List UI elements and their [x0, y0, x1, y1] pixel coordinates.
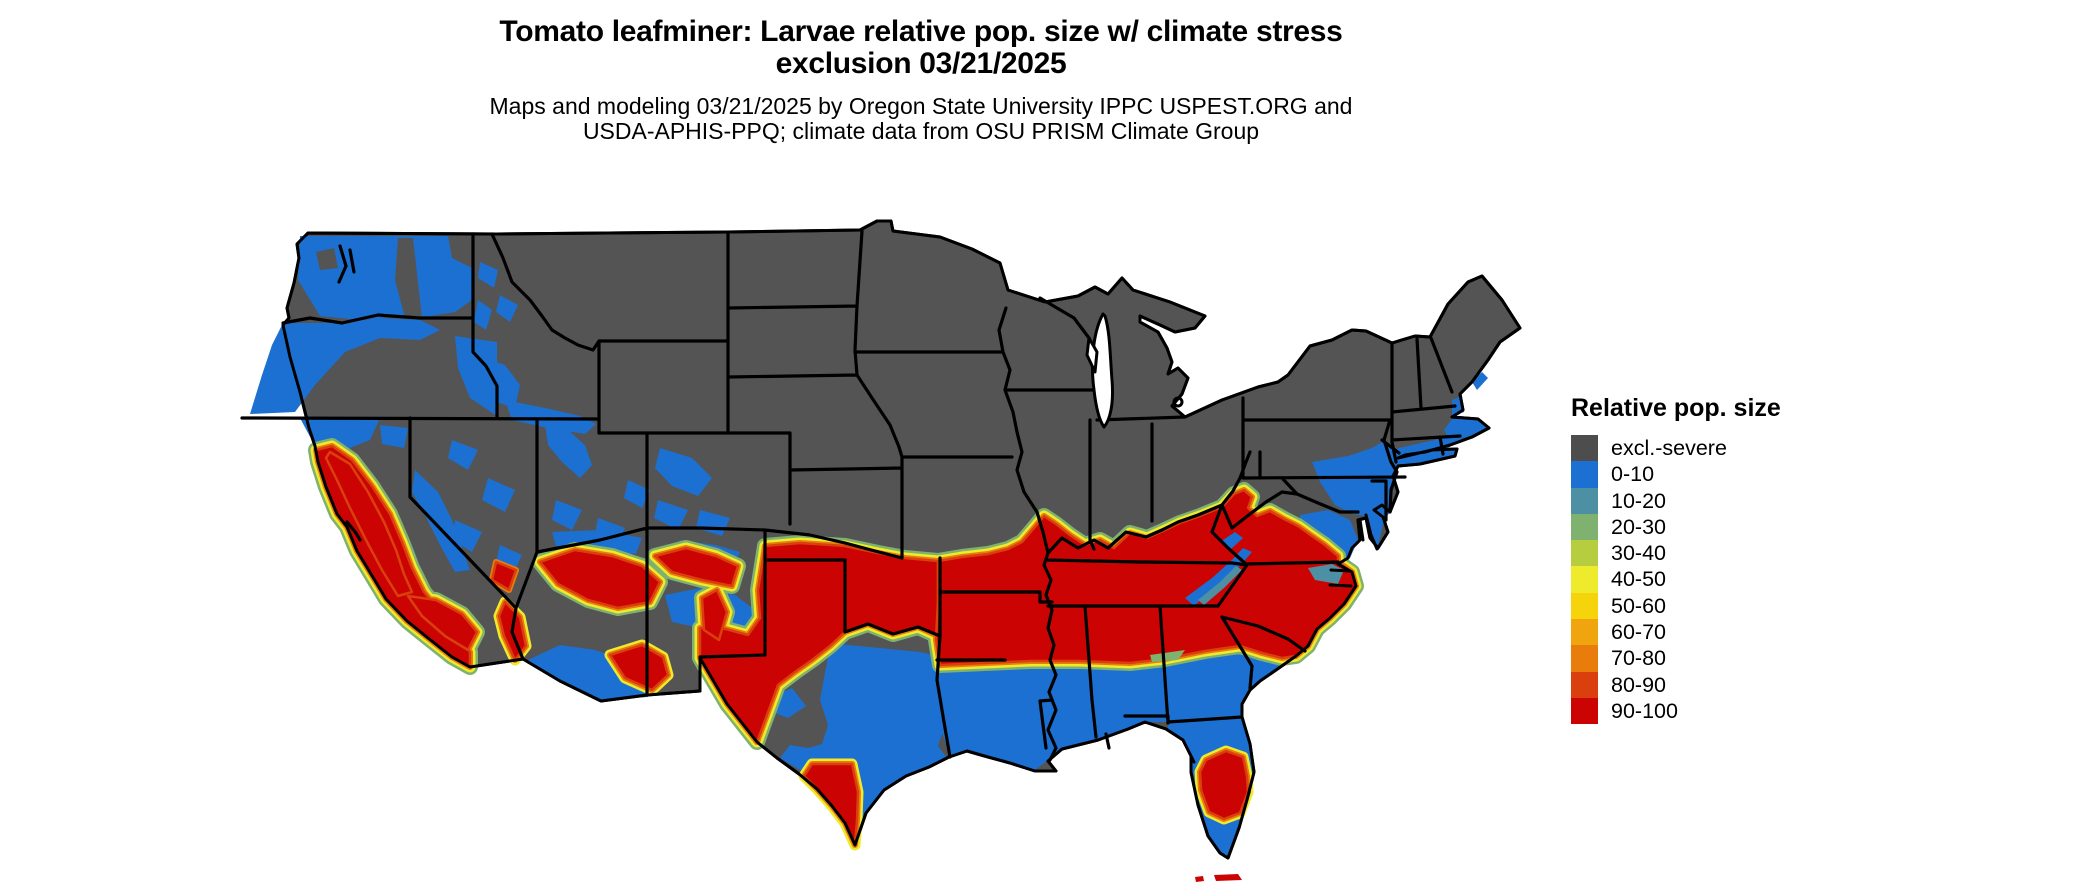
legend-item: 50-60	[1571, 592, 1851, 620]
page-title-line1: Tomato leafminer: Larvae relative pop. s…	[499, 15, 1343, 48]
legend-label: 60-70	[1611, 620, 1666, 645]
legend-swatch	[1571, 513, 1598, 541]
subtitle-line1: Maps and modeling 03/21/2025 by Oregon S…	[489, 93, 1353, 119]
legend-label: 40-50	[1611, 567, 1666, 592]
legend-label: 50-60	[1611, 593, 1666, 618]
legend-swatch	[1571, 461, 1598, 488]
page-title-line2: exclusion 03/21/2025	[775, 47, 1067, 80]
legend-label: 30-40	[1611, 541, 1666, 566]
legend-swatch	[1571, 671, 1598, 699]
legend-label: 10-20	[1611, 488, 1666, 513]
legend-item: excl.-severe	[1571, 435, 1851, 462]
legend-title: Relative pop. size	[1571, 394, 1781, 422]
legend-item: 10-20	[1571, 487, 1851, 514]
legend-label: 80-90	[1611, 672, 1666, 697]
legend-label: 20-30	[1611, 514, 1666, 539]
legend-label: 90-100	[1611, 698, 1678, 723]
legend-swatch	[1571, 566, 1598, 593]
legend-item: 40-50	[1571, 566, 1851, 593]
legend: Relative pop. size excl.-severe 0-10 10-20…	[1571, 394, 1851, 725]
legend-label: excl.-severe	[1611, 436, 1727, 460]
map-layer-low-population	[250, 236, 1488, 857]
legend-swatch	[1571, 645, 1598, 672]
map-layer-high-population	[316, 446, 1356, 882]
legend-rows: excl.-severe 0-10 10-20 20-30 30-40 40-50 50-6…	[1571, 435, 1851, 725]
great-lakes	[1085, 312, 1184, 429]
legend-swatch	[1571, 619, 1598, 646]
legend-item: 80-90	[1571, 671, 1851, 699]
legend-item: 20-30	[1571, 513, 1851, 541]
chesapeake-bay-lines	[1328, 513, 1379, 588]
legend-swatch	[1571, 592, 1598, 620]
legend-item: 90-100	[1571, 697, 1851, 725]
legend-item: 30-40	[1571, 540, 1851, 567]
subtitle: Maps and modeling 03/21/2025 by Oregon S…	[0, 94, 1842, 144]
legend-swatch	[1571, 487, 1598, 514]
legend-swatch	[1571, 540, 1598, 567]
legend-swatch	[1571, 435, 1598, 462]
legend-swatch	[1571, 697, 1598, 725]
legend-item: 70-80	[1571, 645, 1851, 672]
legend-label: 0-10	[1611, 462, 1655, 487]
legend-item: 0-10	[1571, 461, 1851, 488]
header: Tomato leafminer: Larvae relative pop. s…	[0, 16, 1842, 144]
legend-item: 60-70	[1571, 619, 1851, 646]
subtitle-line2: USDA-APHIS-PPQ; climate data from OSU PR…	[582, 118, 1260, 144]
legend-label: 70-80	[1611, 646, 1666, 671]
state-borders	[240, 229, 1462, 762]
